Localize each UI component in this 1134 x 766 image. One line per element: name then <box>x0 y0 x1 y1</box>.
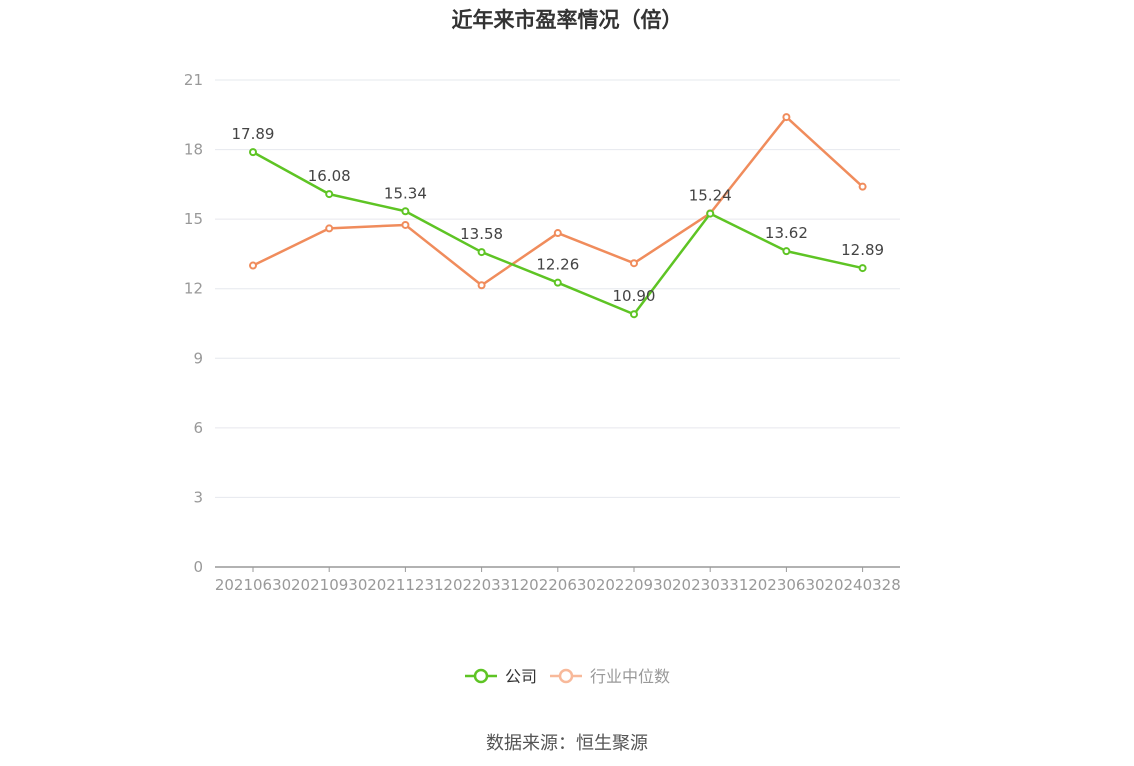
company-series-point <box>858 264 867 273</box>
company-data-label: 16.08 <box>308 167 351 185</box>
data-source-note: 数据来源：恒生聚源 <box>486 733 648 754</box>
company-data-label: 17.89 <box>232 125 275 143</box>
chart-title: 近年来市盈率情况（倍） <box>451 8 683 32</box>
industry-series-point <box>325 224 334 233</box>
company-series-point <box>325 190 334 199</box>
company-series-point <box>401 207 410 216</box>
industry-series-point <box>858 182 867 191</box>
company-series-point <box>782 247 791 256</box>
y-tick-label: 6 <box>193 419 203 437</box>
series-layer <box>249 113 867 319</box>
industry-series-point <box>249 261 257 270</box>
company-series-point <box>553 278 562 287</box>
grid-layer <box>215 79 900 498</box>
company-series-point <box>630 310 638 319</box>
company-data-label: 15.24 <box>689 187 732 205</box>
x-tick-label: 20240328 <box>824 576 900 594</box>
legend-industry-label: 行业中位数 <box>590 667 670 686</box>
company-data-label: 12.89 <box>841 241 884 259</box>
y-tick-label: 9 <box>193 349 203 367</box>
y-tick-label: 15 <box>184 210 203 228</box>
legend-company-marker-icon <box>473 668 489 684</box>
industry-series-point <box>630 259 638 268</box>
x-tick-label: 20210630 <box>215 576 291 594</box>
company-series-point <box>706 209 715 218</box>
company-series-point <box>477 248 486 257</box>
company-data-label: 13.62 <box>765 224 808 242</box>
x-tick-label: 20220630 <box>520 576 596 594</box>
x-tick-label: 20230630 <box>748 576 824 594</box>
industry-series-point <box>477 281 486 290</box>
company-data-label: 15.34 <box>384 184 427 202</box>
x-tick-label: 20220331 <box>443 576 519 594</box>
y-tick-label: 0 <box>193 558 203 576</box>
y-tick-label: 18 <box>184 141 203 159</box>
x-tick-label: 20210930 <box>291 576 367 594</box>
legend-company-label: 公司 <box>505 667 537 686</box>
legend[interactable]: 公司 行业中位数 <box>465 667 670 686</box>
company-data-label: 13.58 <box>460 225 503 243</box>
industry-series-point <box>782 113 791 122</box>
data-label-layer: 17.89 16.08 15.34 13.58 12.26 10.90 15.24 13.62… <box>232 125 885 305</box>
y-tick-label: 12 <box>184 280 203 298</box>
y-tick-label: 21 <box>184 71 203 89</box>
x-tick-label: 20220930 <box>596 576 672 594</box>
industry-series-point <box>401 220 410 229</box>
y-tick-label: 3 <box>193 488 203 506</box>
legend-industry-marker-icon <box>558 668 574 684</box>
legend-industry[interactable]: 行业中位数 <box>550 667 670 686</box>
legend-company[interactable]: 公司 <box>465 667 537 686</box>
company-data-label: 10.90 <box>613 287 656 305</box>
company-series-point <box>249 148 257 157</box>
company-data-label: 12.26 <box>536 256 579 274</box>
x-tick-label: 20230331 <box>672 576 748 594</box>
industry-series-point <box>553 229 562 238</box>
x-tick-label: 20211231 <box>367 576 443 594</box>
